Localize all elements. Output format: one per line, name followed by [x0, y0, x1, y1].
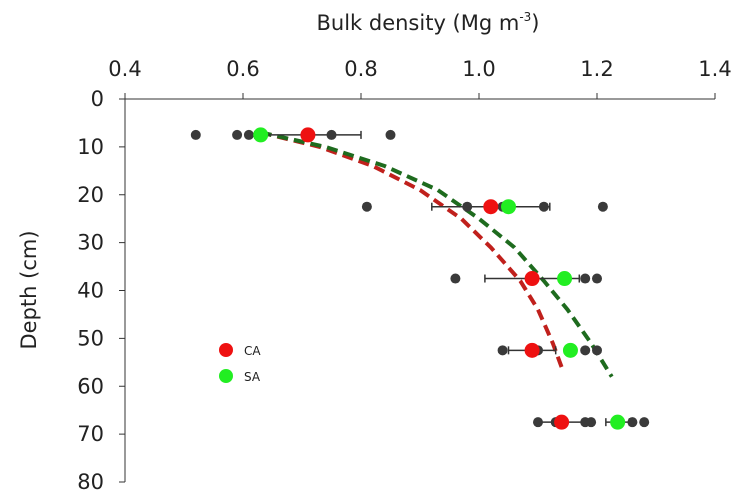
mean-point-ca — [524, 271, 540, 287]
fit-curves — [260, 130, 614, 378]
legend-marker-ca — [219, 343, 233, 357]
individual-point — [597, 201, 608, 212]
x-axis-ticks: 0.4 0.6 0.8 1.0 1.2 1.4 — [108, 57, 732, 99]
y-tick-label: 10 — [77, 135, 104, 159]
individual-point — [326, 129, 337, 140]
mean-point-sa — [557, 271, 573, 287]
mean-point-sa — [562, 342, 578, 358]
mean-point-sa — [610, 414, 626, 430]
individual-point — [450, 273, 461, 284]
individual-point — [533, 417, 543, 428]
mean-point-ca — [300, 127, 316, 143]
y-tick-label: 20 — [77, 183, 104, 207]
mean-point-sa — [501, 199, 516, 215]
x-tick-label: 1.2 — [580, 57, 613, 81]
mean-point-ca — [554, 414, 570, 430]
x-tick-label: 0.6 — [226, 57, 259, 81]
x-axis-title-end: ) — [531, 11, 539, 35]
individual-point — [190, 129, 201, 140]
y-tick-label: 80 — [77, 470, 104, 494]
individual-point — [361, 201, 372, 212]
individual-point — [592, 345, 602, 356]
y-axis-title: Depth (cm) — [17, 230, 41, 349]
x-axis-title-superscript: -3 — [519, 10, 531, 24]
individual-point — [243, 129, 254, 140]
mean-point-sa — [253, 127, 269, 143]
individual-point — [462, 201, 473, 212]
y-tick-label: 50 — [77, 326, 104, 350]
individual-point — [385, 129, 396, 140]
y-tick-label: 60 — [77, 374, 104, 398]
individual-point — [580, 273, 591, 284]
x-tick-label: 0.4 — [108, 57, 141, 81]
individual-point — [586, 417, 597, 428]
y-axis-ticks: 0 10 20 30 40 50 60 70 80 — [77, 87, 125, 494]
fit-curve-ca — [260, 130, 564, 368]
y-tick-label: 30 — [77, 231, 104, 255]
legend: CA SA — [219, 343, 261, 384]
mean-points — [253, 127, 626, 430]
legend-marker-sa — [219, 369, 233, 383]
x-tick-label: 1.0 — [462, 57, 495, 81]
x-tick-label: 1.4 — [698, 57, 731, 81]
y-tick-label: 0 — [91, 87, 104, 111]
individual-point — [627, 417, 638, 428]
individual-point — [592, 273, 602, 284]
y-tick-label: 70 — [77, 422, 104, 446]
fit-curve-sa — [260, 130, 614, 378]
individual-point — [497, 345, 508, 356]
y-tick-label: 40 — [77, 279, 104, 303]
legend-label-ca: CA — [244, 344, 261, 358]
mean-point-ca — [524, 342, 540, 358]
x-tick-label: 0.8 — [344, 57, 377, 81]
individual-point — [580, 345, 591, 356]
individual-point — [639, 417, 650, 428]
individual-point — [538, 201, 549, 212]
legend-label-sa: SA — [244, 370, 261, 384]
individual-point — [232, 129, 243, 140]
error-bars — [254, 130, 631, 427]
mean-point-ca — [483, 199, 499, 215]
x-axis-title: Bulk density (Mg m-3) — [316, 10, 539, 35]
